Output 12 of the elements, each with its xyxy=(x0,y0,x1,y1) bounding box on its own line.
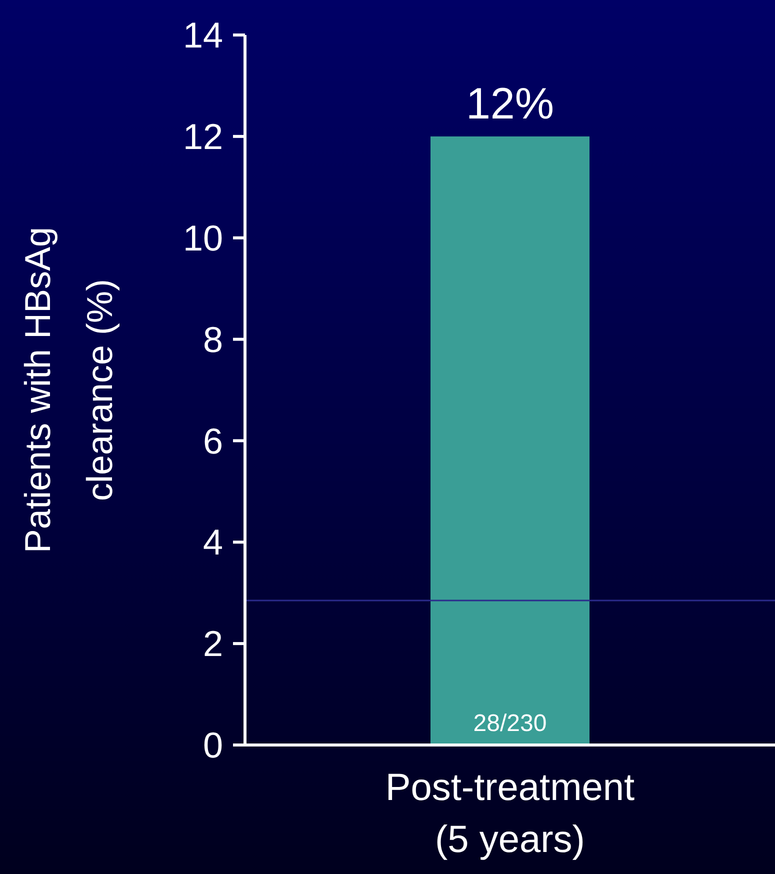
y-tick-label: 10 xyxy=(182,217,223,258)
data-label: 12% xyxy=(466,79,554,128)
y-axis-title: Patients with HBsAg clearance (%) xyxy=(17,226,120,554)
y-tick-label: 0 xyxy=(202,724,223,766)
y-tick-label: 8 xyxy=(202,318,223,360)
y-tick-label: 14 xyxy=(182,14,223,56)
y-tick-label: 2 xyxy=(202,623,223,664)
y-tick-label: 6 xyxy=(202,420,223,462)
annotation: 28/230 xyxy=(473,710,547,737)
x-tick-label: Post-treatment (5 years) xyxy=(385,767,636,861)
y-tick-label: 4 xyxy=(202,522,223,563)
y-tick-label: 12 xyxy=(182,116,223,158)
